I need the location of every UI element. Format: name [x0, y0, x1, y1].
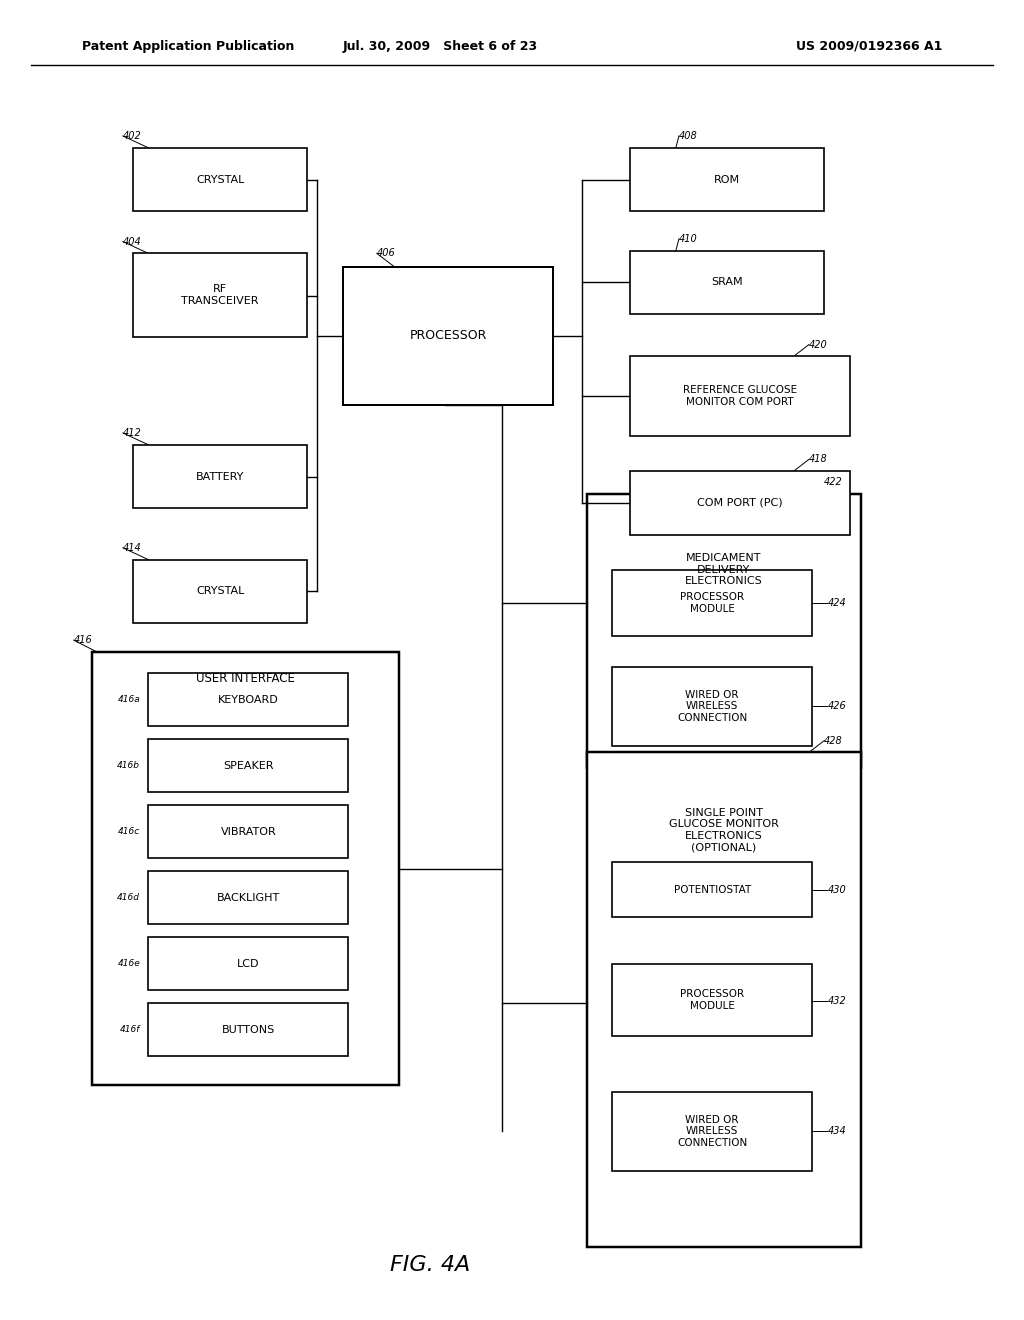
- Text: COM PORT (PC): COM PORT (PC): [697, 498, 782, 508]
- Text: 416: 416: [74, 635, 92, 645]
- Text: 418: 418: [809, 454, 827, 465]
- Text: US 2009/0192366 A1: US 2009/0192366 A1: [796, 40, 942, 53]
- Text: POTENTIOSTAT: POTENTIOSTAT: [674, 884, 751, 895]
- Bar: [343, 267, 553, 405]
- Bar: [148, 1003, 348, 1056]
- Text: Jul. 30, 2009   Sheet 6 of 23: Jul. 30, 2009 Sheet 6 of 23: [343, 40, 538, 53]
- Text: WIRED OR
WIRELESS
CONNECTION: WIRED OR WIRELESS CONNECTION: [677, 689, 748, 723]
- Text: PROCESSOR
MODULE: PROCESSOR MODULE: [680, 989, 744, 1011]
- Text: 426: 426: [827, 701, 846, 711]
- Text: 416a: 416a: [118, 696, 140, 704]
- Text: 416c: 416c: [118, 828, 140, 836]
- Bar: [612, 1092, 812, 1171]
- Bar: [630, 251, 824, 314]
- Bar: [612, 862, 812, 917]
- Text: Patent Application Publication: Patent Application Publication: [82, 40, 294, 53]
- Text: WIRED OR
WIRELESS
CONNECTION: WIRED OR WIRELESS CONNECTION: [677, 1114, 748, 1148]
- Text: 416e: 416e: [118, 960, 140, 968]
- Text: 416d: 416d: [118, 894, 140, 902]
- Bar: [148, 673, 348, 726]
- Bar: [148, 871, 348, 924]
- Text: FIG. 4A: FIG. 4A: [390, 1254, 470, 1275]
- Text: VIBRATOR: VIBRATOR: [220, 826, 276, 837]
- Text: CRYSTAL: CRYSTAL: [196, 586, 245, 597]
- Text: BATTERY: BATTERY: [196, 471, 245, 482]
- Text: 420: 420: [809, 339, 827, 350]
- Text: CRYSTAL: CRYSTAL: [196, 174, 245, 185]
- Bar: [630, 471, 850, 535]
- Bar: [630, 148, 824, 211]
- Text: 434: 434: [827, 1126, 846, 1137]
- Bar: [612, 570, 812, 636]
- Text: USER INTERFACE: USER INTERFACE: [197, 672, 295, 685]
- Text: REFERENCE GLUCOSE
MONITOR COM PORT: REFERENCE GLUCOSE MONITOR COM PORT: [683, 385, 797, 407]
- Text: 410: 410: [679, 234, 697, 244]
- Text: KEYBOARD: KEYBOARD: [218, 694, 279, 705]
- Text: RF
TRANSCEIVER: RF TRANSCEIVER: [181, 284, 259, 306]
- Bar: [133, 253, 307, 337]
- Text: 432: 432: [827, 995, 846, 1006]
- Text: SINGLE POINT
GLUCOSE MONITOR
ELECTRONICS
(OPTIONAL): SINGLE POINT GLUCOSE MONITOR ELECTRONICS…: [669, 808, 779, 853]
- Text: 428: 428: [824, 735, 843, 746]
- Text: PROCESSOR
MODULE: PROCESSOR MODULE: [680, 593, 744, 614]
- Text: 412: 412: [123, 428, 141, 438]
- Text: 422: 422: [824, 477, 843, 487]
- Text: ROM: ROM: [714, 174, 740, 185]
- Bar: [148, 739, 348, 792]
- Text: PROCESSOR: PROCESSOR: [410, 330, 486, 342]
- Bar: [133, 560, 307, 623]
- Text: LCD: LCD: [238, 958, 259, 969]
- Text: 416b: 416b: [118, 762, 140, 770]
- Bar: [133, 148, 307, 211]
- Text: 414: 414: [123, 543, 141, 553]
- Text: SRAM: SRAM: [712, 277, 742, 288]
- Bar: [133, 445, 307, 508]
- Text: 404: 404: [123, 236, 141, 247]
- Bar: [92, 652, 399, 1085]
- Bar: [148, 805, 348, 858]
- Text: 424: 424: [827, 598, 846, 609]
- Text: MEDICAMENT
DELIVERY
ELECTRONICS: MEDICAMENT DELIVERY ELECTRONICS: [685, 553, 763, 586]
- Text: 408: 408: [679, 131, 697, 141]
- Bar: [612, 667, 812, 746]
- Text: SPEAKER: SPEAKER: [223, 760, 273, 771]
- Text: 402: 402: [123, 131, 141, 141]
- Bar: [630, 356, 850, 436]
- Bar: [612, 964, 812, 1036]
- Bar: [587, 752, 861, 1247]
- Bar: [587, 494, 861, 768]
- Text: BACKLIGHT: BACKLIGHT: [217, 892, 280, 903]
- Text: 430: 430: [827, 884, 846, 895]
- Text: 406: 406: [377, 248, 395, 259]
- Bar: [148, 937, 348, 990]
- Text: BUTTONS: BUTTONS: [221, 1024, 275, 1035]
- Text: 416f: 416f: [120, 1026, 140, 1034]
